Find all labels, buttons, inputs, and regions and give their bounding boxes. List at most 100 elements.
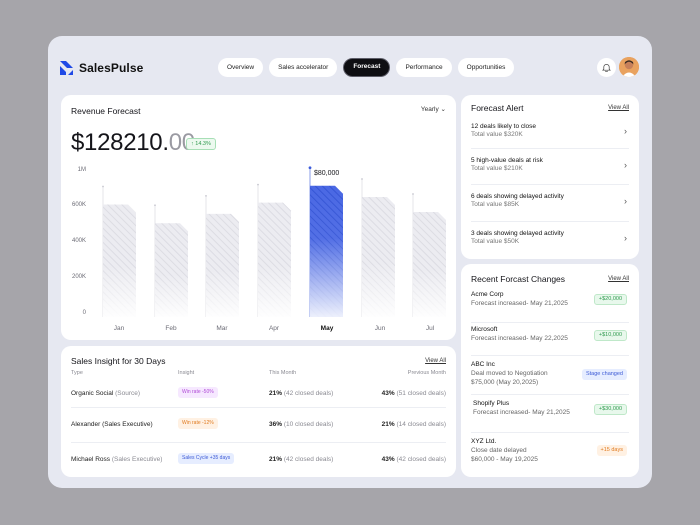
bar-fade-overlay (310, 185, 343, 317)
type-name: Michael Ross (71, 456, 111, 463)
y-tick-label: 200K (71, 274, 86, 280)
bar-fade-overlay (206, 213, 239, 317)
bar-guide-dot (308, 166, 312, 170)
change-badge: +$10,000 (593, 330, 627, 341)
x-tick-label: Mar (216, 325, 228, 332)
alert-item[interactable]: 3 deals showing delayed activity Total v… (471, 221, 629, 258)
chevron-right-icon: › (624, 160, 627, 170)
tab-sales-accelerator[interactable]: Sales accelerator (269, 58, 338, 77)
chevron-right-icon: › (624, 126, 627, 136)
change-item[interactable]: XYZ Ltd. Close date delayed $60,000 - Ma… (471, 432, 629, 472)
type-cell: Michael Ross (Sales Executive) (71, 456, 162, 463)
prev-month-cell: 43% (42 closed deals) (382, 456, 446, 463)
change-company: Microsoft (471, 326, 498, 333)
avatar[interactable] (619, 57, 639, 77)
x-tick-label: Jul (425, 325, 435, 332)
bar-fade-overlay (155, 223, 188, 317)
change-detail: Deal moved to Negotiation (471, 370, 548, 377)
type-name: Organic Social (71, 390, 114, 397)
x-tick-label: Feb (165, 325, 177, 332)
change-detail: Forecast increased- May 21,2025 (471, 300, 568, 307)
type-cell: Alexander (Sales Executive) (71, 421, 153, 428)
prev-month-cell: 21% (14 closed deals) (382, 421, 446, 428)
col-header-type: Type (71, 370, 83, 376)
change-company: Shopify Plus (473, 400, 510, 407)
forecast-alert-card: Forecast Alert View All 12 deals likely … (461, 95, 639, 259)
col-header-insight: Insight (178, 370, 195, 376)
table-row[interactable]: Michael Ross (Sales Executive) Sales Cyc… (71, 442, 446, 477)
insight-pill: Win rate -12% (178, 418, 218, 429)
growth-badge: ↑ 14.3% (186, 138, 216, 150)
tab-performance[interactable]: Performance (396, 58, 452, 77)
change-detail: Close date delayed (471, 447, 527, 454)
bar-fade-overlay (362, 197, 395, 317)
revenue-forecast-card: Revenue Forecast Yearly ⌄ $128210.00 ↑ 1… (61, 95, 456, 340)
logo-mark-icon (60, 61, 73, 75)
brand-name: SalesPulse (79, 61, 144, 75)
bar-guide-dot (412, 193, 414, 195)
alert-item[interactable]: 6 deals showing delayed activity Total v… (471, 184, 629, 221)
col-header-previous-month: Previous Month (407, 370, 446, 376)
x-tick-label: Apr (268, 325, 280, 332)
alert-item-value: Total value $50K (471, 238, 520, 245)
brand-logo[interactable]: SalesPulse (60, 61, 143, 75)
alert-view-all-link[interactable]: View All (608, 105, 629, 111)
bar-guide-dot (361, 178, 363, 180)
alert-item[interactable]: 5 high-value deals at risk Total value $… (471, 148, 629, 185)
change-detail: Forecast increased- May 22,2025 (471, 335, 568, 342)
prev-month-cell: 43% (51 closed deals) (382, 390, 446, 397)
insight-pill: Sales Cycle +35 days (178, 453, 235, 464)
change-item[interactable]: Microsoft Forecast increased- May 22,202… (471, 322, 629, 356)
bell-icon (602, 64, 611, 72)
chevron-right-icon: › (624, 196, 627, 206)
this-month-cell: 36% (10 closed deals) (269, 421, 333, 428)
notification-button[interactable] (597, 58, 616, 77)
tab-forecast[interactable]: Forecast (343, 58, 391, 77)
y-tick-label: 0 (82, 310, 86, 316)
alert-item[interactable]: 12 deals likely to close Total value $32… (471, 115, 629, 152)
bar-fade-overlay (103, 204, 136, 317)
prev-month-pct: 21% (381, 421, 395, 428)
bar-guide-dot (205, 194, 207, 197)
period-select[interactable]: Yearly ⌄ (421, 105, 446, 113)
alert-item-value: Total value $320K (471, 131, 523, 138)
change-item[interactable]: Acme Corp Forecast increased- May 21,202… (471, 289, 629, 323)
prev-month-deals: (14 closed deals) (396, 421, 447, 428)
this-month-cell: 21% (42 closed deals) (269, 456, 333, 463)
change-detail: Forecast increased- May 21,2025 (473, 409, 570, 416)
bar-guide-dot (257, 183, 259, 186)
table-row[interactable]: Organic Social (Source) Win rate -50% 21… (71, 377, 446, 412)
alert-item-title: 12 deals likely to close (471, 123, 537, 130)
insight-view-all-link[interactable]: View All (425, 358, 446, 364)
change-company: Acme Corp (471, 291, 504, 298)
tab-overview[interactable]: Overview (218, 58, 264, 77)
table-row[interactable]: Alexander (Sales Executive) Win rate -12… (71, 407, 446, 442)
type-name: Alexander (Sales Executive) (71, 421, 153, 428)
alert-item-value: Total value $85K (471, 201, 520, 208)
alert-item-title: 6 deals showing delayed activity (471, 193, 564, 200)
change-badge: +$20,000 (593, 294, 627, 305)
x-tick-label: Jan (113, 325, 125, 332)
prev-month-deals: (42 closed deals) (396, 456, 447, 463)
change-company: XYZ Ltd. (471, 438, 497, 445)
user-photo-icon (619, 57, 639, 77)
dashboard-frame: SalesPulse Overview Sales accelerator Fo… (48, 36, 652, 488)
revenue-title: Revenue Forecast (71, 106, 141, 116)
this-month-cell: 21% (42 closed deals) (269, 390, 333, 397)
change-item[interactable]: Shopify Plus Forecast increased- May 21,… (471, 394, 629, 432)
this-month-pct: 21% (269, 390, 283, 397)
change-item[interactable]: ABC Inc Deal moved to Negotiation $75,00… (471, 355, 629, 395)
bar-fade-overlay (258, 202, 291, 317)
alert-item-value: Total value $210K (471, 165, 523, 172)
highlight-value-label: $80,000 (314, 170, 340, 177)
change-detail-2: $75,000 (May 20,2025) (471, 379, 539, 386)
tab-opportunities[interactable]: Opportunities (457, 58, 515, 77)
prev-month-pct: 43% (381, 390, 395, 397)
this-month-deals: (42 closed deals) (283, 456, 334, 463)
prev-month-deals: (51 closed deals) (396, 390, 447, 397)
type-role: (Sales Executive) (111, 456, 163, 463)
this-month-deals: (10 closed deals) (283, 421, 334, 428)
y-tick-label: 600K (71, 202, 86, 208)
changes-view-all-link[interactable]: View All (608, 276, 629, 282)
chevron-down-icon: ⌄ (440, 106, 446, 113)
